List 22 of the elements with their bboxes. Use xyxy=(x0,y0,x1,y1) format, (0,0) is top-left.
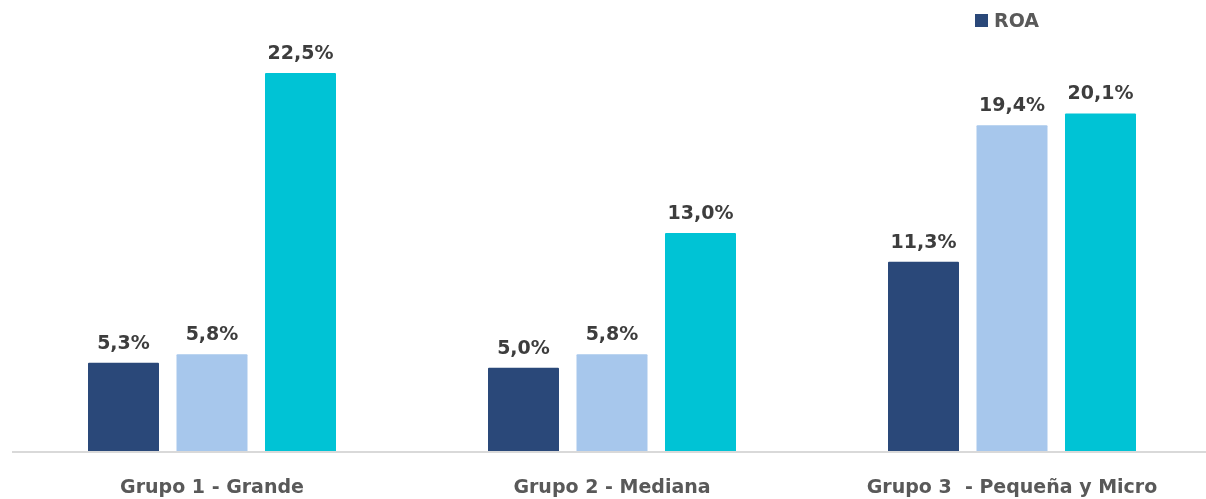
legend-label: ROA xyxy=(994,9,1040,31)
data-label: 5,3% xyxy=(97,330,150,353)
data-label: 22,5% xyxy=(267,41,334,63)
bar xyxy=(88,362,159,452)
x-tick-label: Grupo 3 - Pequeña y Micro xyxy=(866,475,1158,497)
x-tick-label: Grupo 1 - Grande xyxy=(120,475,304,497)
bar xyxy=(888,261,959,452)
bar xyxy=(176,354,248,452)
data-label: 19,4% xyxy=(979,93,1045,116)
x-tick-label: Grupo 2 - Mediana xyxy=(513,475,711,497)
bar xyxy=(488,367,559,452)
data-label: 5,0% xyxy=(497,335,550,358)
data-label: 11,3% xyxy=(890,229,957,252)
data-label: 5,8% xyxy=(185,322,239,345)
data-label: 20,1% xyxy=(1067,81,1134,104)
bar xyxy=(576,354,648,452)
bar xyxy=(976,125,1048,452)
bar xyxy=(665,233,736,452)
data-label: 5,8% xyxy=(585,322,639,345)
bar xyxy=(1065,113,1136,452)
data-label: 13,0% xyxy=(667,201,734,224)
bar xyxy=(265,73,336,452)
